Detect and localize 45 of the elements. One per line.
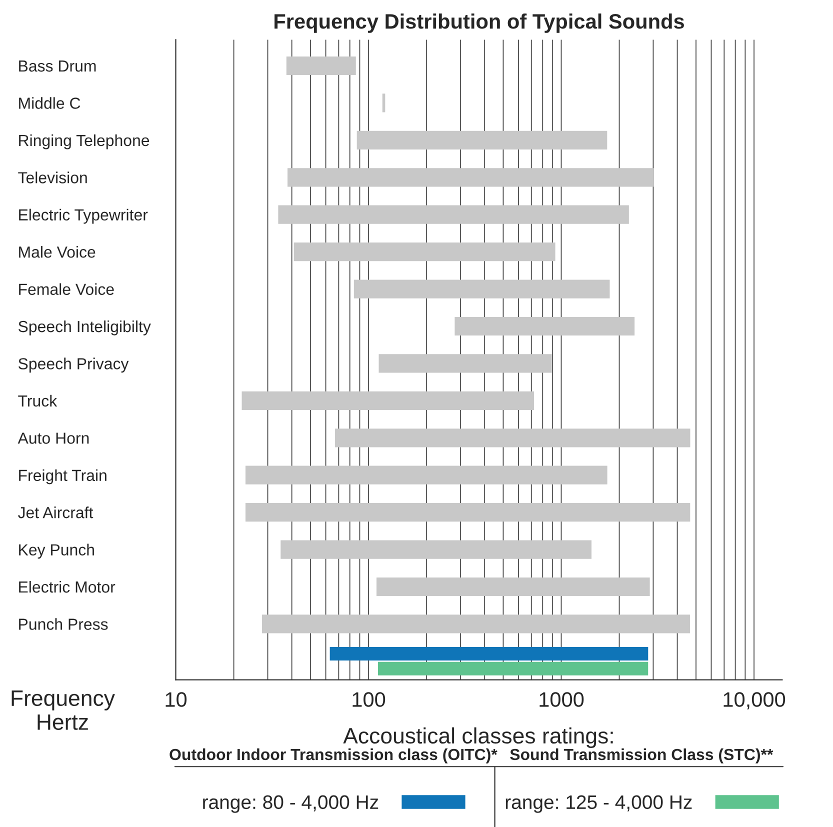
- y-tick-label: Truck: [18, 394, 58, 407]
- x-axis-title: Frequency Hertz: [12, 690, 115, 730]
- y-tick-label: Electric Typewriter: [19, 208, 148, 224]
- y-tick-label: Key Punch: [19, 544, 94, 559]
- y-tick-label: Ringing Telephone: [19, 134, 150, 150]
- bar: [330, 647, 648, 660]
- y-tick-label: Television: [18, 172, 87, 184]
- bar: [242, 391, 534, 410]
- bar: [245, 503, 690, 522]
- text: Sound Transmission Class (STC)**: [510, 748, 774, 764]
- bar: [280, 540, 592, 559]
- y-tick-label: Freight Train: [19, 469, 106, 484]
- y-tick-label: Auto Horn: [18, 432, 89, 444]
- y-tick-label: Male Voice: [19, 246, 96, 258]
- bar: [356, 130, 608, 150]
- x-tick-label: 10: [166, 692, 187, 707]
- bar: [286, 56, 356, 76]
- bar: [334, 428, 690, 448]
- bar: [382, 94, 386, 112]
- bar: [354, 280, 610, 298]
- bar: [378, 662, 648, 676]
- legend-title: Accoustical classes ratings:: [343, 727, 613, 748]
- bar: [288, 168, 654, 187]
- legend-label: range: 125 - 4,000 Hz: [506, 795, 692, 813]
- y-tick-label: Speech Privacy: [18, 358, 129, 373]
- chart-title: Frequency Distribution of Typical Sounds: [274, 13, 684, 33]
- bar: [376, 577, 650, 596]
- bar: [294, 242, 556, 262]
- bar: [245, 466, 608, 484]
- x-tick-label: 1000: [540, 692, 584, 707]
- bar: [262, 614, 690, 634]
- legend-label: range: 80 - 4,000 Hz: [203, 795, 378, 813]
- y-tick-label: Speech Inteligibilty: [18, 320, 151, 336]
- text: Outdoor Indoor Transmission class (OITC)*: [170, 748, 498, 764]
- x-tick-label: 10,000: [724, 692, 786, 710]
- y-tick-label: Female Voice: [19, 283, 114, 295]
- y-tick-label: Bass Drum: [19, 60, 96, 72]
- y-tick-label: Jet Aircraft: [18, 506, 94, 518]
- x-tick-label: 100: [352, 692, 386, 707]
- y-tick-label: Middle C: [19, 97, 80, 109]
- bar: [454, 316, 635, 336]
- bar: [278, 205, 629, 224]
- bar: [378, 354, 552, 373]
- y-tick-label: Electric Motor: [19, 580, 116, 593]
- y-tick-label: Punch Press: [19, 618, 108, 630]
